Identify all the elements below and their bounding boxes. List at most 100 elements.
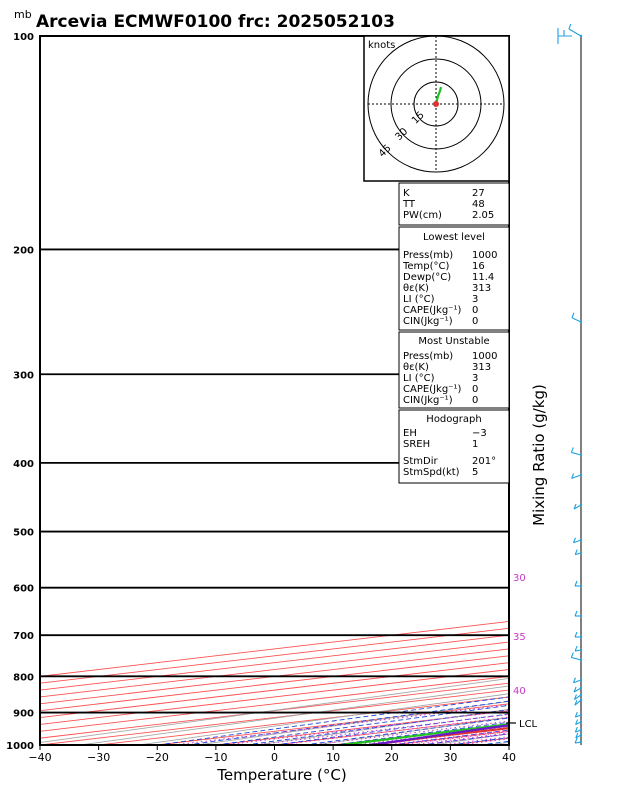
lcl-marker: LCL: [506, 719, 538, 730]
stat-value: 48: [472, 199, 485, 210]
wind-barbs: [557, 23, 583, 744]
temperature-tick-label: 30: [443, 751, 457, 764]
wind-barb-feather: [574, 645, 578, 652]
wind-barb: [571, 656, 582, 661]
pressure-tick-label: 400: [13, 459, 34, 470]
x-axis-label: Temperature (°C): [216, 766, 346, 784]
pressure-tick-label: 800: [13, 672, 34, 683]
stat-label: θε(K): [403, 283, 429, 294]
stat-value: 1: [472, 439, 478, 450]
wind-barb-feather: [568, 23, 572, 30]
temperature-tick-labels: −40 −30 −20 −10 0 10 20 30 40: [28, 745, 516, 764]
stat-label: K: [403, 188, 410, 199]
lowest-level-box: [398, 226, 510, 331]
dry-adiabat-line: [549, 36, 618, 745]
stat-value: 0: [472, 316, 478, 327]
temperature-tick-label: 0: [271, 751, 278, 764]
wind-barb: [571, 317, 582, 323]
stat-label: StmDir: [403, 456, 438, 467]
wind-level-dot: [579, 34, 583, 38]
wind-barb: [568, 28, 582, 37]
temperature-tick-label: 20: [385, 751, 399, 764]
wind-barb-feather: [571, 312, 575, 318]
temperature-tick-label: −30: [87, 751, 110, 764]
pressure-tick-label: 100: [13, 32, 34, 43]
hodograph-stats-header: Hodograph: [426, 414, 481, 425]
stat-label: CIN(Jkg⁻¹): [403, 395, 453, 406]
edge-temperature-label: 30: [513, 573, 526, 584]
wind-barb-feather: [574, 631, 578, 638]
pressure-tick-label: 900: [13, 709, 34, 720]
stat-label: SREH: [403, 439, 430, 450]
wind-level-dot: [579, 678, 583, 682]
wind-level-dot: [579, 614, 583, 618]
stat-label: Press(mb): [403, 351, 453, 362]
stat-value: 5: [472, 467, 478, 478]
wind-level-dot: [579, 698, 583, 702]
wind-barb-feather: [574, 699, 578, 706]
edge-temperature-label: 40: [513, 686, 526, 697]
temperature-tick-label: 40: [502, 751, 516, 764]
temperature-tick-label: −40: [28, 751, 51, 764]
most-unstable-rows: Press(mb) 1000 θε(K) 313 LI (°C) 3 CAPE(Jkg⁻¹)…: [403, 351, 497, 406]
pressure-unit-label: mb: [14, 8, 32, 21]
wind-barb: [573, 687, 582, 693]
wind-profile: [557, 23, 583, 745]
stat-label: PW(cm): [403, 210, 442, 221]
hodograph-stats-box: [398, 409, 510, 484]
wind-barb: [573, 539, 582, 544]
hodograph-unit-label: knots: [368, 40, 395, 51]
wind-level-dot: [579, 551, 583, 555]
stat-value: 1000: [472, 351, 497, 362]
stat-value: 0: [472, 305, 478, 316]
most-unstable-header: Most Unstable: [418, 336, 489, 347]
wind-level-dot: [579, 693, 583, 697]
wind-barb-feather: [574, 549, 578, 555]
wind-barb-feather: [573, 686, 577, 693]
pressure-tick-label: 700: [13, 631, 34, 642]
pressure-tick-label: 500: [13, 528, 34, 539]
wind-level-dot: [579, 453, 583, 457]
stat-label: Temp(°C): [402, 261, 450, 272]
wind-barb-feather: [570, 447, 574, 453]
pressure-tick-label: 600: [13, 584, 34, 595]
stat-label: EH: [403, 428, 417, 439]
stat-value: 0: [472, 384, 478, 395]
temperature-tick-label: −20: [146, 751, 169, 764]
chart-title: Arcevia ECMWF0100 frc: 2025052103: [36, 12, 395, 32]
wind-level-dot: [579, 740, 583, 744]
stat-label: StmSpd(kt): [403, 467, 460, 478]
stat-value: −3: [472, 428, 487, 439]
hodograph-stats-rows: EH −3 SREH 1 StmDir 201° StmSpd(kt) 5: [403, 428, 496, 478]
lowest-level-rows: Press(mb) 1000 Temp(°C) 16 Dewp(°C) 11.4 θε(K)…: [402, 250, 497, 327]
dry-adiabat-line: [138, 693, 509, 745]
wind-level-dot: [579, 320, 583, 324]
stat-value: 11.4: [472, 272, 494, 283]
stat-label: Press(mb): [403, 250, 453, 261]
stat-label: CIN(Jkg⁻¹): [403, 316, 453, 327]
wind-level-dot: [579, 584, 583, 588]
right-axis-label: Mixing Ratio (g/kg): [530, 384, 548, 526]
mixing-ratio-line: [409, 732, 509, 745]
moist-adiabat-line: [157, 696, 509, 745]
stat-value: 201°: [472, 456, 496, 467]
stat-value: 313: [472, 362, 491, 373]
pressure-tick-label: 200: [13, 245, 34, 256]
dry-adiabat-line: [608, 36, 618, 745]
wind-level-dot: [579, 728, 583, 732]
stats-table: K 27 TT 48 PW(cm) 2.05 Lowest level Press(mb)…: [398, 182, 510, 484]
dry-adiabat-line: [40, 678, 509, 743]
edge-temperature-labels: 30 35 40: [513, 573, 526, 697]
wind-barb: [574, 699, 582, 706]
hodograph-trace: [434, 86, 443, 105]
wind-barb-feather: [573, 694, 577, 700]
stat-label: CAPE(Jkg⁻¹): [403, 384, 461, 395]
wind-barb-feather: [574, 726, 578, 733]
stat-label: TT: [402, 199, 416, 210]
wind-barb: [571, 474, 582, 479]
wind-barb-feather: [571, 473, 575, 479]
stat-value: 16: [472, 261, 485, 272]
wind-barb-feather: [570, 652, 574, 658]
wind-barb-flag: [557, 28, 572, 44]
wind-barb-feather: [572, 537, 576, 543]
